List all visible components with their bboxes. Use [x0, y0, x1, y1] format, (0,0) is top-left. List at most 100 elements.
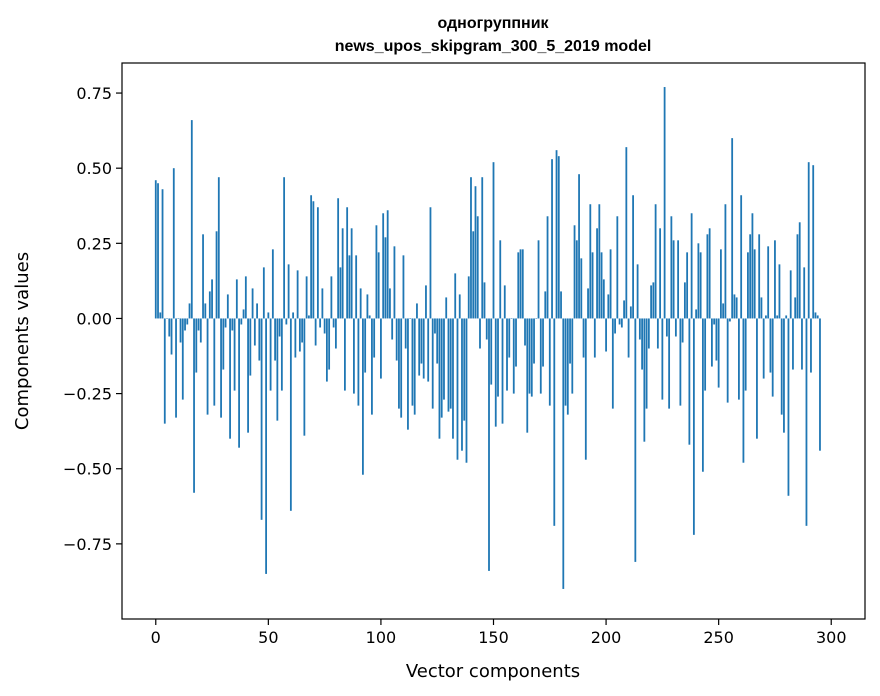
bar-component-133 — [454, 273, 457, 319]
bar-component-193 — [589, 204, 592, 319]
bar-component-192 — [587, 288, 589, 319]
bar-component-155 — [503, 285, 506, 319]
bar-component-37 — [238, 318, 240, 448]
bar-component-58 — [285, 318, 288, 325]
bar-component-273 — [769, 318, 772, 373]
bar-component-167 — [530, 318, 533, 397]
bar-component-210 — [627, 318, 630, 358]
bar-component-47 — [260, 318, 263, 520]
bar-component-225 — [661, 318, 664, 400]
bar-component-280 — [785, 315, 788, 319]
y-tick-label-0: 0.75 — [76, 84, 112, 103]
bar-component-277 — [778, 264, 781, 319]
bar-component-61 — [292, 312, 295, 319]
bar-component-212 — [632, 195, 634, 319]
bar-component-44 — [253, 318, 256, 346]
bar-component-129 — [445, 297, 448, 319]
bar-component-20 — [199, 318, 202, 343]
bar-component-16 — [190, 120, 193, 319]
bar-component-242 — [699, 252, 702, 319]
x-tick-label-0: 0 — [151, 628, 161, 647]
bar-component-89 — [355, 255, 358, 319]
bar-component-73 — [319, 318, 322, 328]
bar-component-54 — [276, 318, 279, 421]
x-tick-label-100: 100 — [366, 628, 397, 647]
bar-component-229 — [670, 216, 673, 319]
bar-component-286 — [798, 222, 801, 319]
bar-component-88 — [353, 318, 355, 394]
bar-component-110 — [402, 255, 405, 319]
bar-component-171 — [539, 318, 542, 394]
bar-component-104 — [389, 288, 391, 319]
bar-component-114 — [411, 318, 414, 406]
bar-component-255 — [729, 318, 731, 322]
bar-component-82 — [339, 267, 342, 319]
bar-component-134 — [456, 318, 459, 460]
bar-component-292 — [812, 165, 815, 319]
bar-component-208 — [623, 300, 625, 319]
bar-component-276 — [776, 315, 779, 319]
bar-component-214 — [636, 264, 639, 319]
bar-component-53 — [274, 318, 276, 361]
bar-component-5 — [166, 318, 168, 319]
plot-area-frame — [121, 62, 866, 620]
bar-component-195 — [593, 318, 596, 358]
bar-component-94 — [366, 294, 369, 319]
bar-component-173 — [544, 291, 547, 319]
bar-component-97 — [373, 318, 376, 358]
bar-component-136 — [461, 318, 463, 451]
bar-component-264 — [749, 234, 752, 319]
bar-component-85 — [346, 207, 349, 319]
bar-component-279 — [783, 318, 785, 433]
bar-component-209 — [625, 147, 628, 319]
bar-component-251 — [720, 249, 722, 319]
bar-component-19 — [197, 318, 200, 331]
bar-component-21 — [202, 234, 204, 319]
bar-component-200 — [605, 318, 607, 352]
bar-component-106 — [393, 246, 396, 319]
bar-component-207 — [620, 318, 623, 328]
bar-component-48 — [262, 267, 265, 319]
x-axis-ticks: 0 50 100 150 200 250 300 — [151, 619, 847, 647]
bar-component-261 — [742, 318, 745, 463]
bar-component-241 — [697, 243, 700, 319]
bar-component-26 — [213, 318, 216, 406]
bar-component-231 — [674, 318, 677, 337]
bar-component-131 — [449, 318, 452, 409]
bar-component-220 — [650, 285, 653, 319]
bar-component-156 — [506, 318, 508, 391]
bar-component-233 — [679, 318, 682, 406]
bar-component-78 — [330, 276, 333, 319]
bar-component-49 — [265, 318, 267, 574]
bar-component-267 — [756, 318, 758, 439]
bar-component-93 — [364, 318, 367, 373]
bar-component-160 — [515, 318, 517, 367]
bar-component-71 — [314, 318, 317, 346]
bar-component-152 — [497, 318, 499, 397]
bar-component-15 — [188, 303, 191, 319]
bar-component-42 — [249, 318, 252, 376]
bar-component-126 — [438, 318, 441, 439]
bar-component-216 — [641, 318, 643, 370]
bar-component-36 — [235, 279, 238, 319]
bar-component-77 — [328, 318, 331, 370]
bar-component-116 — [416, 303, 418, 319]
bar-component-80 — [334, 318, 337, 349]
bar-component-226 — [663, 87, 666, 319]
bar-component-117 — [418, 318, 421, 376]
bar-component-87 — [350, 228, 353, 319]
bar-component-239 — [692, 318, 695, 535]
bar-component-91 — [359, 288, 362, 319]
bar-component-33 — [229, 318, 231, 439]
bar-component-175 — [548, 318, 551, 406]
bar-component-139 — [467, 276, 470, 319]
bar-component-50 — [267, 312, 270, 319]
bar-component-270 — [762, 318, 765, 379]
bar-component-137 — [463, 318, 466, 421]
bar-component-72 — [316, 207, 319, 319]
bar-component-4 — [163, 318, 166, 424]
bar-component-12 — [181, 318, 184, 400]
bar-component-284 — [794, 297, 797, 319]
bar-component-3 — [161, 189, 164, 319]
bar-component-132 — [452, 318, 454, 439]
